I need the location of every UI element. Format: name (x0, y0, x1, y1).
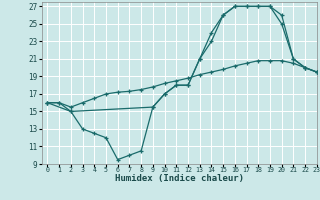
X-axis label: Humidex (Indice chaleur): Humidex (Indice chaleur) (115, 174, 244, 183)
